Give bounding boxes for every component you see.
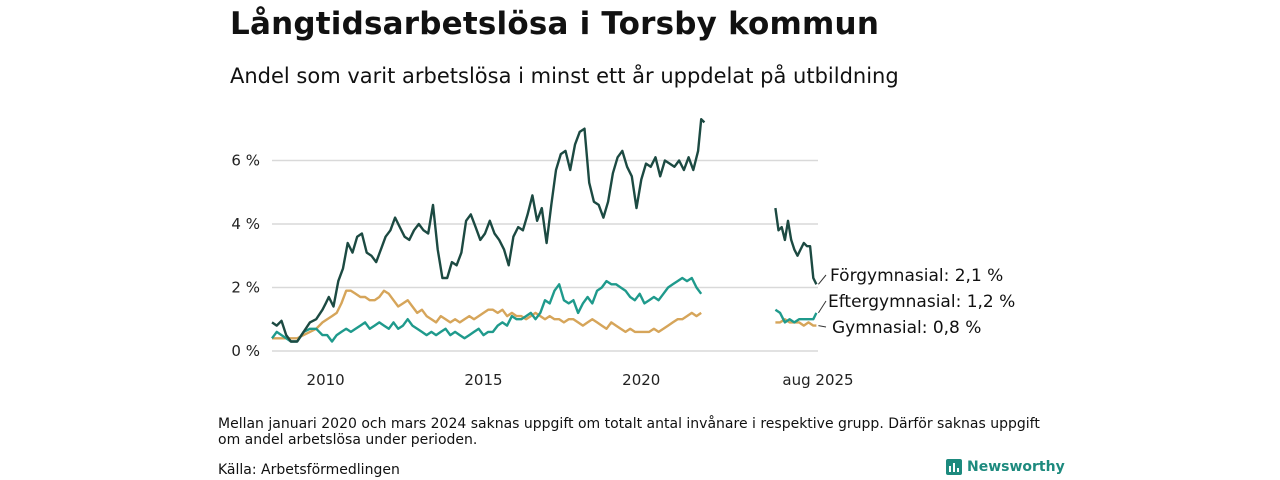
end-label-eftergymnasial: Eftergymnasial: 1,2 % (828, 292, 1015, 312)
y-tick-label: 4 % (231, 215, 260, 233)
chart-title: Långtidsarbetslösa i Torsby kommun (230, 6, 880, 42)
footnote: Mellan januari 2020 och mars 2024 saknas… (218, 416, 1040, 448)
y-tick-label: 0 % (231, 342, 260, 360)
series-line-gymnasial (272, 289, 702, 340)
brand-name: Newsworthy (967, 459, 1065, 475)
brand-logo: Newsworthy (946, 459, 1065, 475)
series-line-eftergymnasial (271, 276, 703, 343)
series-line-forgymnasial (774, 207, 818, 285)
bar-chart-icon (946, 459, 962, 475)
series-line-gymnasial (775, 318, 817, 327)
x-axis: 2010 2015 2020 aug 2025 (307, 371, 854, 389)
end-labels: Förgymnasial: 2,1 % Eftergymnasial: 1,2 %… (818, 266, 1015, 338)
series-line-forgymnasial (271, 118, 706, 343)
line-chart: 0 % 2 % 4 % 6 % 2010 2015 2020 aug 2025 Förgym… (231, 118, 1015, 389)
series-line-eftergymnasial (774, 308, 818, 324)
x-tick-label: 2015 (464, 371, 502, 389)
x-tick-label: 2010 (307, 371, 345, 389)
leader-line (818, 274, 827, 285)
series-lines (271, 118, 818, 343)
y-axis: 0 % 2 % 4 % 6 % (231, 151, 260, 360)
y-tick-label: 2 % (231, 278, 260, 296)
grid-lines (272, 159, 818, 352)
chart-subtitle: Andel som varit arbetslösa i minst ett å… (230, 64, 899, 88)
end-label-forgymnasial: Förgymnasial: 2,1 % (830, 266, 1003, 286)
x-tick-label: aug 2025 (782, 371, 853, 389)
end-label-gymnasial: Gymnasial: 0,8 % (832, 318, 981, 338)
leader-line (818, 325, 827, 328)
x-tick-label: 2020 (622, 371, 660, 389)
leader-line (818, 300, 827, 314)
y-tick-label: 6 % (231, 151, 260, 169)
source-text: Källa: Arbetsförmedlingen (218, 462, 400, 478)
